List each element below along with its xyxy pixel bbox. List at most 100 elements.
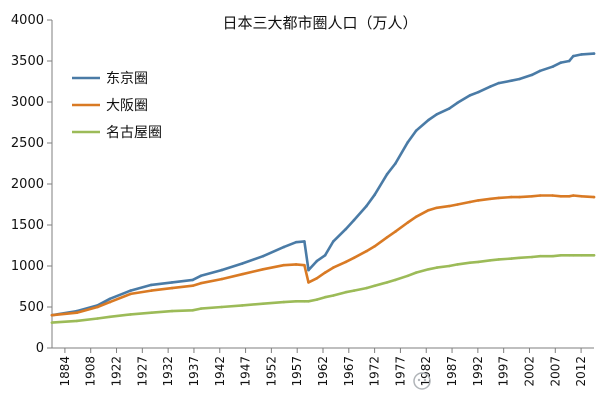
data-point (199, 307, 203, 310)
data-point (199, 274, 203, 278)
data-point (282, 263, 286, 267)
data-point (406, 140, 410, 144)
data-point (592, 52, 596, 55)
data-point (150, 311, 153, 315)
x-tick-label: 1884 (58, 356, 72, 387)
data-point (538, 69, 542, 73)
data-point (282, 245, 286, 249)
data-point (489, 85, 492, 88)
data-point (170, 309, 174, 313)
data-point (303, 300, 306, 303)
data-point (344, 290, 348, 294)
data-point (323, 254, 327, 257)
data-point (191, 284, 194, 288)
x-tick-label: 1947 (239, 356, 253, 387)
data-point (303, 263, 306, 267)
data-point (497, 81, 501, 85)
data-point (572, 54, 575, 58)
y-tick-label: 4000 (11, 13, 44, 28)
x-tick-label: 1962 (316, 356, 330, 387)
data-point (241, 272, 244, 276)
data-point (303, 240, 306, 243)
data-point (315, 259, 319, 263)
x-tick-label: 1908 (84, 356, 98, 387)
data-point (427, 208, 430, 212)
data-point (150, 283, 153, 287)
data-point (538, 194, 542, 197)
data-point (394, 230, 397, 233)
data-point (468, 200, 472, 204)
data-point (551, 194, 554, 197)
legend-label: 大阪圈 (106, 98, 148, 114)
y-tick-label: 2000 (11, 177, 44, 192)
data-point (394, 278, 397, 282)
data-point (170, 281, 174, 284)
legend-label: 名古屋圈 (106, 125, 162, 141)
x-tick-label: 1932 (161, 356, 175, 387)
data-point (241, 304, 244, 307)
data-point (468, 261, 472, 265)
data-point (261, 268, 265, 271)
data-point (559, 254, 563, 257)
data-point (344, 260, 348, 264)
data-point (435, 266, 439, 269)
x-tick-label: 1922 (110, 356, 124, 387)
data-point (75, 311, 79, 315)
data-point (50, 321, 54, 324)
data-point (447, 107, 451, 110)
y-tick-label: 3500 (11, 54, 44, 69)
x-tick-label: 1997 (497, 356, 511, 387)
data-point (592, 254, 596, 257)
data-point (489, 259, 492, 262)
data-point (406, 221, 410, 224)
data-point (427, 118, 430, 122)
data-point (456, 203, 459, 206)
watermark (413, 372, 431, 390)
x-tick-label: 1992 (471, 356, 485, 387)
data-point (518, 195, 521, 199)
wechat-icon-eye-right (423, 378, 427, 382)
data-point (427, 268, 430, 271)
data-point (323, 271, 327, 274)
data-point (385, 172, 389, 176)
data-point (559, 195, 563, 198)
y-tick-label: 1000 (11, 259, 44, 274)
data-point (414, 271, 418, 274)
data-point (294, 300, 298, 303)
x-tick-label: 1952 (264, 356, 278, 387)
data-point (373, 284, 377, 288)
data-point (518, 77, 521, 81)
data-point (352, 256, 356, 260)
data-point (580, 53, 583, 56)
data-point (108, 315, 112, 319)
data-point (261, 302, 265, 306)
data-point (538, 254, 542, 258)
data-point (307, 300, 310, 303)
data-point (352, 289, 356, 292)
axes: 0 500 1000 1500 2000 2500 3000 3500 4000 1884 1908… (11, 13, 594, 387)
data-point (489, 197, 492, 201)
data-point (394, 162, 397, 165)
data-point (191, 278, 194, 282)
data-point (435, 113, 439, 116)
data-point (414, 129, 418, 132)
data-point (580, 195, 583, 198)
data-point (315, 277, 319, 280)
data-point (530, 73, 534, 77)
data-point (476, 199, 480, 202)
x-tick-label: 1927 (135, 356, 149, 387)
data-point (307, 268, 310, 272)
x-tick-label: 1942 (213, 356, 227, 387)
data-point (365, 286, 368, 290)
data-point (551, 254, 554, 258)
wechat-icon-eye-left (417, 378, 421, 382)
data-point (385, 236, 389, 239)
data-point (241, 262, 244, 265)
data-point (435, 206, 439, 210)
data-point (373, 193, 377, 196)
data-point (282, 300, 286, 304)
data-point (261, 254, 265, 258)
